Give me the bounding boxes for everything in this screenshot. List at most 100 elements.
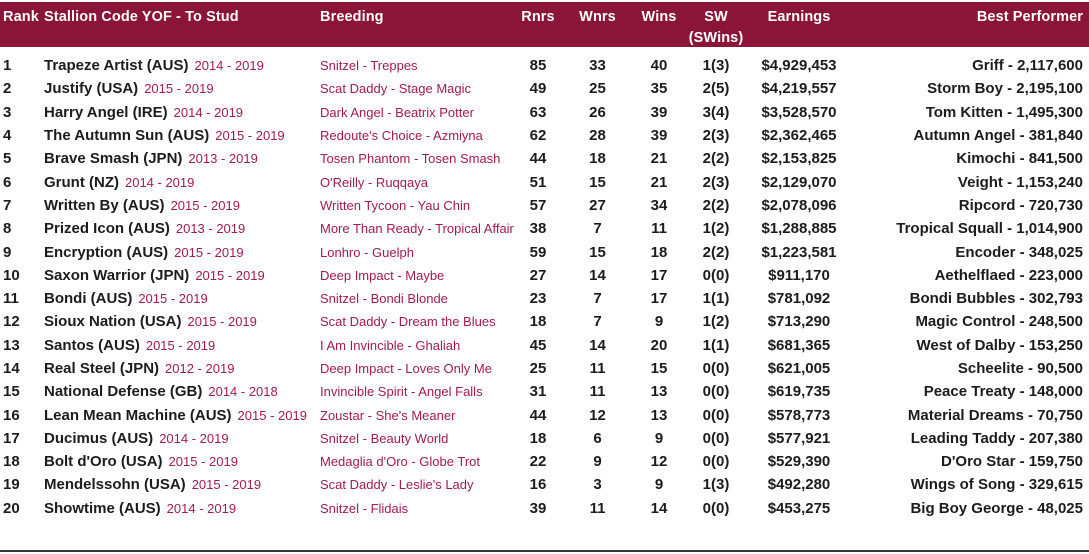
rank-cell: 20 xyxy=(3,499,20,517)
col-header-earnings: Earnings xyxy=(767,9,831,25)
stallion-cell: Saxon Warrior (JPN) 2015 - 2019 xyxy=(44,267,320,284)
stallion-years: 2014 - 2019 xyxy=(159,430,229,446)
wins-cell: 21 xyxy=(650,150,668,168)
wnrs-cell: 26 xyxy=(589,103,606,121)
wnrs-cell: 7 xyxy=(593,290,602,308)
table-row: 12 Sioux Nation (USA) 2015 - 2019 Scat D… xyxy=(0,310,1089,333)
rank-cell: 13 xyxy=(3,336,20,354)
wins-cell: 13 xyxy=(650,383,668,401)
stallion-cell: Showtime (AUS) 2014 - 2019 xyxy=(44,500,320,517)
sw-cell: 1(2) xyxy=(702,313,730,331)
rank-cell: 1 xyxy=(3,57,12,75)
col-header-sw-main: SW xyxy=(704,9,728,25)
rank-cell: 8 xyxy=(3,220,12,238)
stallion-cell: The Autumn Sun (AUS) 2015 - 2019 xyxy=(44,127,320,144)
stallion-name: Bondi (AUS) xyxy=(44,290,133,308)
stallion-years: 2015 - 2019 xyxy=(187,314,257,330)
earnings-cell: $1,288,885 xyxy=(761,220,837,238)
stallion-years: 2014 - 2019 xyxy=(173,104,244,120)
rank-cell: 10 xyxy=(3,266,20,284)
sw-cell: 1(3) xyxy=(702,57,730,75)
table-row: 1 Trapeze Artist (AUS) 2014 - 2019 Snitz… xyxy=(0,54,1089,77)
rnrs-cell: 23 xyxy=(529,290,547,308)
table-body: 1 Trapeze Artist (AUS) 2014 - 2019 Snitz… xyxy=(0,54,1089,520)
stallion-cell: Trapeze Artist (AUS) 2014 - 2019 xyxy=(44,57,320,74)
col-header-stallion: Stallion Code YOF - To Stud xyxy=(44,9,239,25)
table-row: 6 Grunt (NZ) 2014 - 2019 O'Reilly - Ruqq… xyxy=(0,170,1089,193)
best-performer-cell: Wings of Song - 329,615 xyxy=(910,476,1083,494)
sw-cell: 2(5) xyxy=(702,80,730,98)
wnrs-cell: 3 xyxy=(593,476,602,494)
stallion-cell: Santos (AUS) 2015 - 2019 xyxy=(44,337,320,354)
stallion-years: 2015 - 2019 xyxy=(174,244,244,260)
stallion-years: 2012 - 2019 xyxy=(165,361,235,376)
breeding-cell: Deep Impact - Loves Only Me xyxy=(320,361,492,376)
best-performer-cell: Leading Taddy - 207,380 xyxy=(910,429,1083,447)
stallion-cell: Ducimus (AUS) 2014 - 2019 xyxy=(44,430,320,447)
wnrs-cell: 28 xyxy=(589,127,606,145)
wnrs-cell: 6 xyxy=(593,429,602,447)
stallion-name: Showtime (AUS) xyxy=(44,499,161,517)
best-performer-cell: D'Oro Star - 159,750 xyxy=(941,453,1083,471)
wins-cell: 20 xyxy=(650,336,668,354)
breeding-cell: Snitzel - Treppes xyxy=(320,58,418,74)
stallion-name: Saxon Warrior (JPN) xyxy=(44,266,190,284)
wins-cell: 34 xyxy=(650,196,668,214)
breeding-cell: Dark Angel - Beatrix Potter xyxy=(320,104,474,120)
earnings-cell: $529,390 xyxy=(767,453,831,471)
rank-cell: 15 xyxy=(3,383,20,401)
breeding-cell: Scat Daddy - Dream the Blues xyxy=(320,314,496,330)
sw-cell: 3(4) xyxy=(702,103,730,121)
stallion-name: Lean Mean Machine (AUS) xyxy=(44,406,232,424)
breeding-cell: Deep Impact - Maybe xyxy=(320,267,445,283)
table-row: 11 Bondi (AUS) 2015 - 2019 Snitzel - Bon… xyxy=(0,287,1089,310)
best-performer-cell: Tom Kitten - 1,495,300 xyxy=(925,103,1083,121)
breeding-cell: Redoute's Choice - Azmiyna xyxy=(320,128,483,144)
wnrs-cell: 15 xyxy=(589,243,606,261)
rnrs-cell: 18 xyxy=(529,313,547,331)
stallion-name: Prized Icon (AUS) xyxy=(44,220,170,238)
rank-cell: 17 xyxy=(3,429,20,447)
stallion-years: 2014 - 2019 xyxy=(124,174,195,190)
rnrs-cell: 59 xyxy=(529,243,547,261)
rank-cell: 6 xyxy=(3,173,12,191)
sw-cell: 2(2) xyxy=(702,243,730,261)
breeding-cell: Snitzel - Bondi Blonde xyxy=(320,291,448,307)
table-row: 4 The Autumn Sun (AUS) 2015 - 2019 Redou… xyxy=(0,124,1089,147)
earnings-cell: $2,153,825 xyxy=(761,150,837,168)
wnrs-cell: 11 xyxy=(589,499,606,517)
best-performer-cell: Magic Control - 248,500 xyxy=(915,313,1083,331)
best-performer-cell: Kimochi - 841,500 xyxy=(956,150,1083,168)
stallion-name: Sioux Nation (USA) xyxy=(44,313,182,331)
col-header-best-performer: Best Performer xyxy=(976,9,1083,25)
wins-cell: 13 xyxy=(650,406,668,424)
earnings-cell: $2,362,465 xyxy=(761,127,837,145)
sw-cell: 0(0) xyxy=(702,453,730,471)
bottom-divider xyxy=(0,550,1089,552)
earnings-cell: $453,275 xyxy=(767,499,831,517)
stallion-years: 2013 - 2019 xyxy=(175,221,246,237)
sw-cell: 2(2) xyxy=(702,196,730,214)
best-performer-cell: West of Dalby - 153,250 xyxy=(916,336,1083,354)
stallion-cell: Grunt (NZ) 2014 - 2019 xyxy=(44,174,320,191)
stallion-cell: Sioux Nation (USA) 2015 - 2019 xyxy=(44,313,320,330)
wnrs-cell: 27 xyxy=(589,196,606,214)
earnings-cell: $681,365 xyxy=(767,336,831,354)
col-header-sw-sub: (SWins) xyxy=(688,30,744,46)
rnrs-cell: 51 xyxy=(529,173,547,191)
wnrs-cell: 11 xyxy=(589,360,606,377)
rnrs-cell: 44 xyxy=(529,150,547,168)
col-header-wnrs: Wnrs xyxy=(579,9,616,25)
stallion-years: 2015 - 2019 xyxy=(170,197,240,213)
rank-cell: 4 xyxy=(3,127,12,145)
breeding-cell: Written Tycoon - Yau Chin xyxy=(320,197,471,213)
earnings-cell: $911,170 xyxy=(768,266,830,284)
table-row: 7 Written By (AUS) 2015 - 2019 Written T… xyxy=(0,194,1089,217)
wins-cell: 17 xyxy=(650,290,668,308)
wnrs-cell: 15 xyxy=(589,173,606,191)
stallion-cell: Encryption (AUS) 2015 - 2019 xyxy=(44,244,320,261)
wins-cell: 18 xyxy=(650,243,668,261)
stallion-years: 2013 - 2019 xyxy=(188,151,258,167)
table-row: 18 Bolt d'Oro (USA) 2015 - 2019 Medaglia… xyxy=(0,450,1089,473)
rnrs-cell: 22 xyxy=(529,453,547,471)
